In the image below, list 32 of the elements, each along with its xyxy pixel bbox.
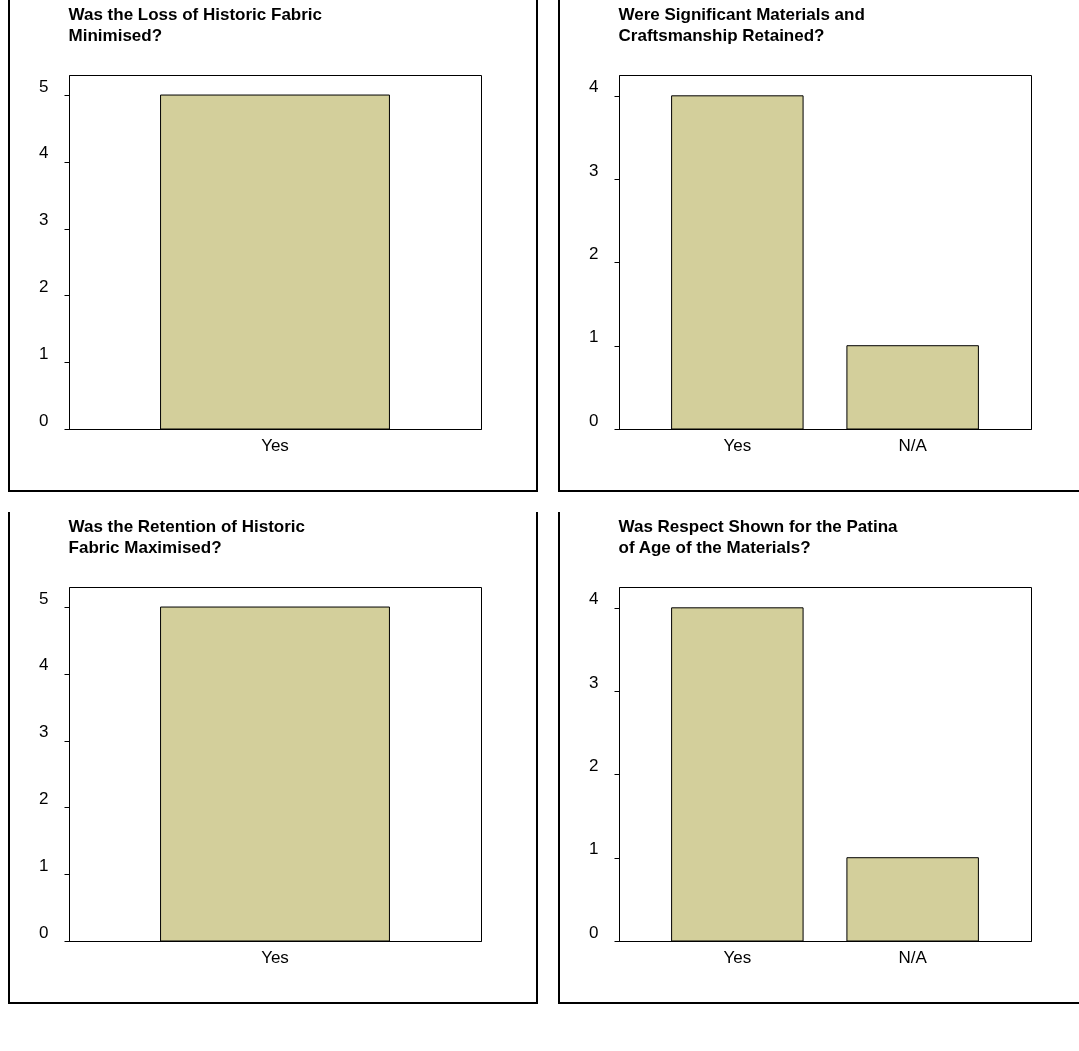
y-tick-label: 3 [39, 210, 49, 230]
chart-title: Were Significant Materials and Craftsmanship Retained? [618, 5, 865, 45]
x-tick-label: Yes [261, 435, 289, 455]
y-tick-label: 0 [39, 922, 49, 942]
x-tick-label: Yes [723, 435, 752, 455]
y-tick-label: 0 [589, 410, 599, 430]
y-tick-label: 5 [39, 76, 49, 96]
y-tick-label: 4 [39, 143, 49, 163]
chart-title: Was the Loss of Historic Fabric Minimised? [68, 5, 323, 45]
y-tick-label: 2 [589, 243, 599, 263]
x-tick-label: Yes [723, 947, 752, 967]
y-tick-label: 4 [39, 655, 49, 675]
x-tick-label: N/A [898, 947, 928, 967]
y-tick-label: 1 [39, 343, 49, 363]
x-tick-label: Yes [261, 947, 289, 967]
y-tick-label: 2 [589, 755, 599, 775]
y-tick-label: 0 [39, 410, 49, 430]
y-tick-label: 1 [589, 327, 599, 347]
y-tick-label: 1 [589, 839, 599, 859]
y-tick-label: 2 [39, 788, 49, 808]
y-tick-label: 5 [39, 588, 49, 608]
chart-title: Was Respect Shown for the Patina of Age of the Materials? [618, 517, 899, 557]
y-tick-label: 2 [39, 276, 49, 296]
y-tick-label: 0 [589, 922, 599, 942]
y-tick-label: 3 [589, 160, 599, 180]
y-tick-label: 3 [589, 672, 599, 692]
y-tick-label: 1 [39, 855, 49, 875]
x-tick-label: N/A [898, 435, 928, 455]
y-tick-label: 3 [39, 722, 49, 742]
y-tick-label: 4 [589, 589, 599, 609]
y-tick-label: 4 [589, 77, 599, 97]
chart-title: Was the Retention of Historic Fabric Maximised? [68, 517, 305, 557]
